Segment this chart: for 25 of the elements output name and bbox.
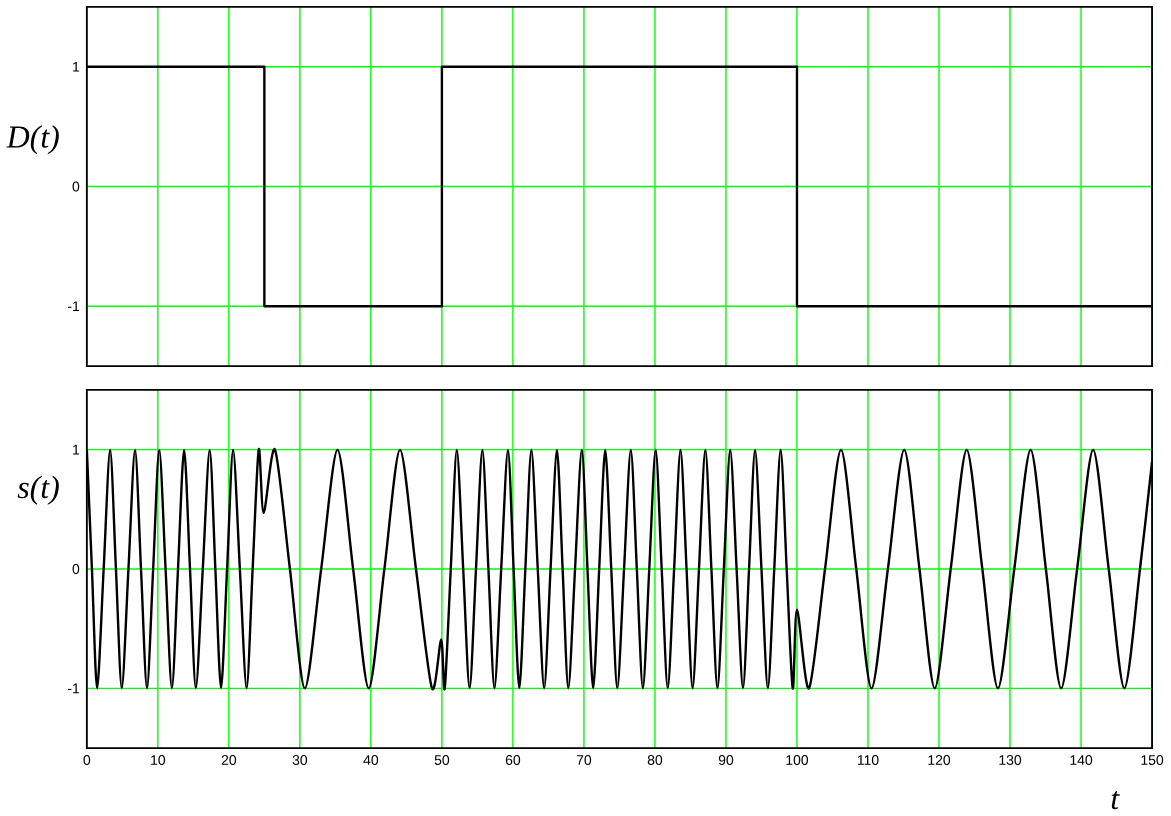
x-tick-label: 30 — [292, 755, 308, 765]
x-tick-label: 0 — [83, 755, 91, 765]
y-axis-title: D(t) — [6, 125, 59, 155]
x-tick-label: 40 — [363, 755, 379, 765]
y-tick-label: 0 — [72, 181, 80, 192]
x-tick-label: 110 — [857, 755, 879, 765]
y-tick-label: 1 — [73, 444, 80, 455]
y-tick-label: 0 — [72, 564, 80, 574]
x-tick-label: 60 — [505, 755, 521, 765]
x-tick-label: 140 — [1070, 755, 1093, 765]
x-tick-label: 50 — [434, 755, 450, 765]
x-tick-label: 150 — [1141, 755, 1164, 765]
y-tick-label: -1 — [67, 683, 80, 694]
x-tick-label: 10 — [151, 755, 166, 765]
x-tick-label: 130 — [999, 755, 1022, 765]
x-tick-label: 120 — [928, 755, 951, 765]
x-tick-label: 100 — [786, 755, 809, 765]
x-tick-label: 80 — [647, 755, 663, 765]
y-tick-label: 1 — [73, 62, 80, 72]
y-tick-label: -1 — [67, 301, 80, 312]
x-tick-label: 70 — [576, 755, 592, 765]
x-axis-title: t — [1111, 791, 1120, 810]
x-tick-label: 20 — [221, 755, 237, 765]
x-tick-label: 90 — [718, 755, 734, 765]
y-axis-title: s(t) — [17, 475, 59, 505]
